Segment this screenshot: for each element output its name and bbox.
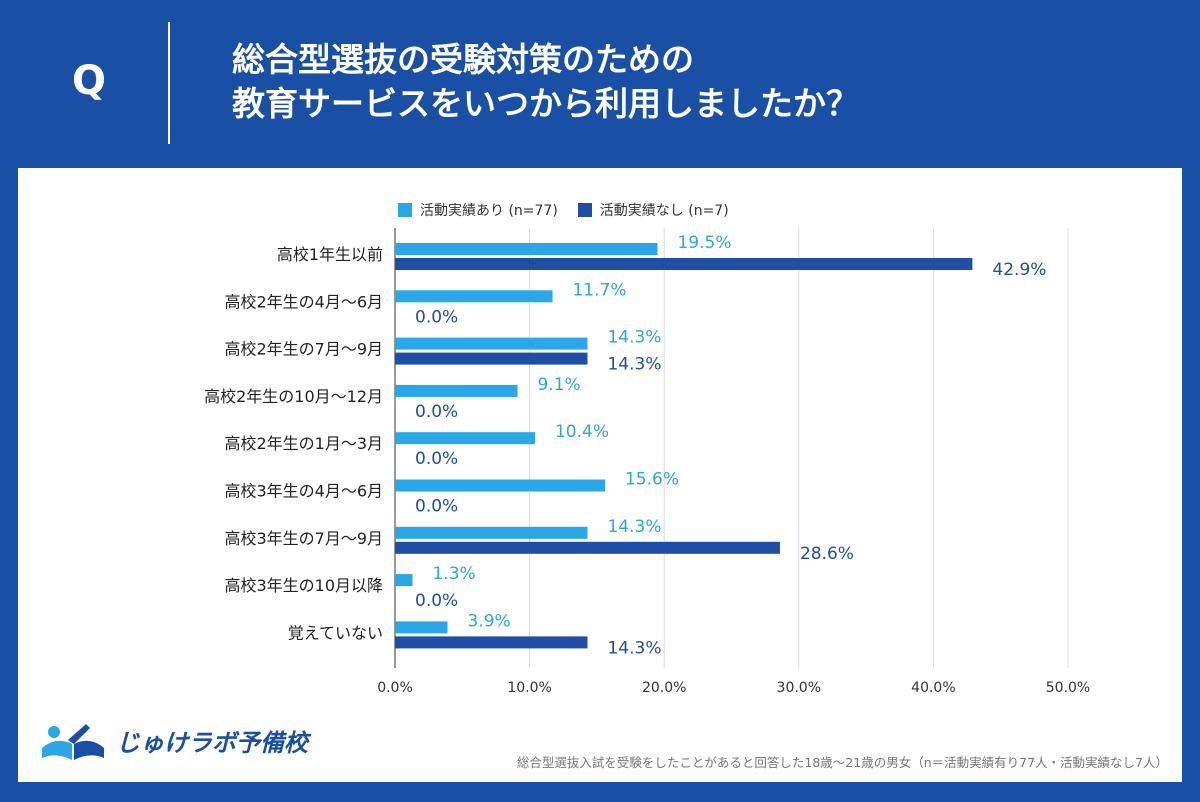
data-label-without-activity: 42.9% <box>992 260 1046 280</box>
data-label-with-activity: 9.1% <box>537 375 580 395</box>
x-tick-label: 20.0% <box>642 680 686 696</box>
x-tick-label: 50.0% <box>1046 680 1090 696</box>
data-label-without-activity: 0.0% <box>415 307 458 327</box>
x-tick-label: 0.0% <box>377 680 413 696</box>
title-line-1: 総合型選抜の受験対策のための <box>232 40 694 79</box>
legend-item-without-activity: 活動実績なし (n=7) <box>577 200 729 220</box>
data-label-without-activity: 0.0% <box>415 591 458 611</box>
legend-swatch-dark <box>577 203 592 217</box>
category-label: 高校2年生の1月〜3月 <box>224 434 383 453</box>
chart-panel <box>18 168 1182 782</box>
legend: 活動実績あり (n=77) 活動実績なし (n=7) <box>398 200 729 220</box>
category-label: 高校3年生の4月〜6月 <box>224 482 383 501</box>
x-tick-label: 40.0% <box>911 680 955 696</box>
category-label: 高校3年生の10月以降 <box>224 576 383 595</box>
data-label-without-activity: 0.0% <box>415 449 458 469</box>
book-logo-icon <box>42 724 104 760</box>
logo-text: じゅけラボ予備校 <box>116 728 308 757</box>
category-label: 覚えていない <box>288 623 383 642</box>
bar-without-activity <box>395 258 973 270</box>
bar-with-activity <box>395 479 605 492</box>
data-label-without-activity: 14.3% <box>607 355 661 375</box>
category-label: 高校1年生以前 <box>277 245 383 264</box>
category-label: 高校2年生の7月〜9月 <box>224 340 383 359</box>
bar-with-activity <box>395 574 413 587</box>
bar-without-activity <box>395 541 780 554</box>
legend-item-with-activity: 活動実績あり (n=77) <box>398 200 558 220</box>
data-label-with-activity: 14.3% <box>607 328 661 348</box>
bar-with-activity <box>395 384 518 397</box>
data-label-with-activity: 11.7% <box>572 280 626 300</box>
bar-with-activity <box>395 337 588 350</box>
data-label-without-activity: 0.0% <box>415 402 458 422</box>
data-label-with-activity: 10.4% <box>555 422 609 442</box>
question-mark: Q <box>72 58 107 104</box>
data-label-without-activity: 28.6% <box>800 544 854 564</box>
x-tick-label: 10.0% <box>507 680 551 696</box>
category-label: 高校2年生の10月〜12月 <box>204 387 383 406</box>
legend-swatch-light <box>398 203 412 217</box>
bar-without-activity <box>395 352 588 365</box>
data-label-without-activity: 0.0% <box>415 497 458 517</box>
data-label-with-activity: 3.9% <box>467 611 510 631</box>
header-divider <box>168 22 170 144</box>
page-title: 総合型選抜の受験対策のための 教育サービスをいつから利用しましたか？ <box>232 38 1132 126</box>
data-label-with-activity: 14.3% <box>607 517 661 537</box>
x-tick-label: 30.0% <box>777 680 821 696</box>
data-label-with-activity: 15.6% <box>625 470 679 490</box>
category-label: 高校3年生の7月〜9月 <box>224 529 383 548</box>
bar-with-activity <box>395 243 658 255</box>
data-label-with-activity: 19.5% <box>677 233 731 253</box>
bar-with-activity <box>395 621 448 634</box>
footnote: 総合型選抜入試を受験をしたことがあると回答した18歳〜21歳の男女（n＝活動実績… <box>516 755 1168 770</box>
logo: じゅけラボ予備校 <box>38 716 308 764</box>
bar-without-activity <box>395 636 588 649</box>
category-label: 高校2年生の4月〜6月 <box>224 292 383 311</box>
bar-with-activity <box>395 432 535 445</box>
title-line-2: 教育サービスをいつから利用しましたか？ <box>232 84 859 123</box>
legend-label-with-activity: 活動実績あり (n=77) <box>420 203 558 219</box>
legend-label-without-activity: 活動実績なし (n=7) <box>599 203 729 219</box>
header: Q 総合型選抜の受験対策のための 教育サービスをいつから利用しましたか？ <box>0 0 1200 165</box>
data-label-with-activity: 1.3% <box>432 564 475 584</box>
bar-with-activity <box>395 526 588 539</box>
data-label-without-activity: 14.3% <box>607 638 661 658</box>
bar-with-activity <box>395 290 553 303</box>
